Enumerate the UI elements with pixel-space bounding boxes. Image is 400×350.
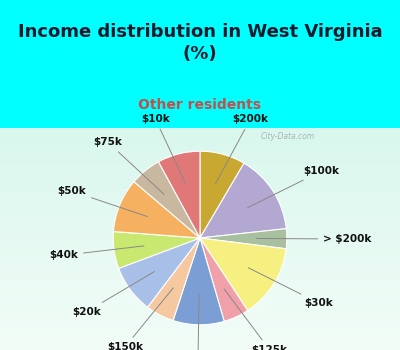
Text: Income distribution in West Virginia
(%): Income distribution in West Virginia (%) <box>18 23 382 63</box>
Wedge shape <box>114 182 200 238</box>
Wedge shape <box>173 238 224 325</box>
Wedge shape <box>200 163 286 238</box>
Wedge shape <box>119 238 200 307</box>
Text: $60k: $60k <box>184 295 212 350</box>
Text: $125k: $125k <box>224 289 288 350</box>
Text: $20k: $20k <box>72 272 154 317</box>
Text: $75k: $75k <box>94 137 164 194</box>
Text: Other residents: Other residents <box>138 98 262 112</box>
Wedge shape <box>200 229 287 249</box>
Text: City-Data.com: City-Data.com <box>261 132 315 141</box>
Wedge shape <box>113 231 200 268</box>
Text: $10k: $10k <box>141 113 186 183</box>
Wedge shape <box>200 238 286 310</box>
Text: $100k: $100k <box>248 166 340 208</box>
Text: $150k: $150k <box>107 288 173 350</box>
Wedge shape <box>134 162 200 238</box>
Text: > $200k: > $200k <box>256 234 372 244</box>
Text: $50k: $50k <box>57 186 148 217</box>
Text: $200k: $200k <box>216 114 268 184</box>
Wedge shape <box>148 238 200 321</box>
Text: $40k: $40k <box>49 246 144 260</box>
Wedge shape <box>200 238 248 321</box>
Wedge shape <box>158 151 200 238</box>
Text: $30k: $30k <box>248 268 333 308</box>
Wedge shape <box>200 151 244 238</box>
